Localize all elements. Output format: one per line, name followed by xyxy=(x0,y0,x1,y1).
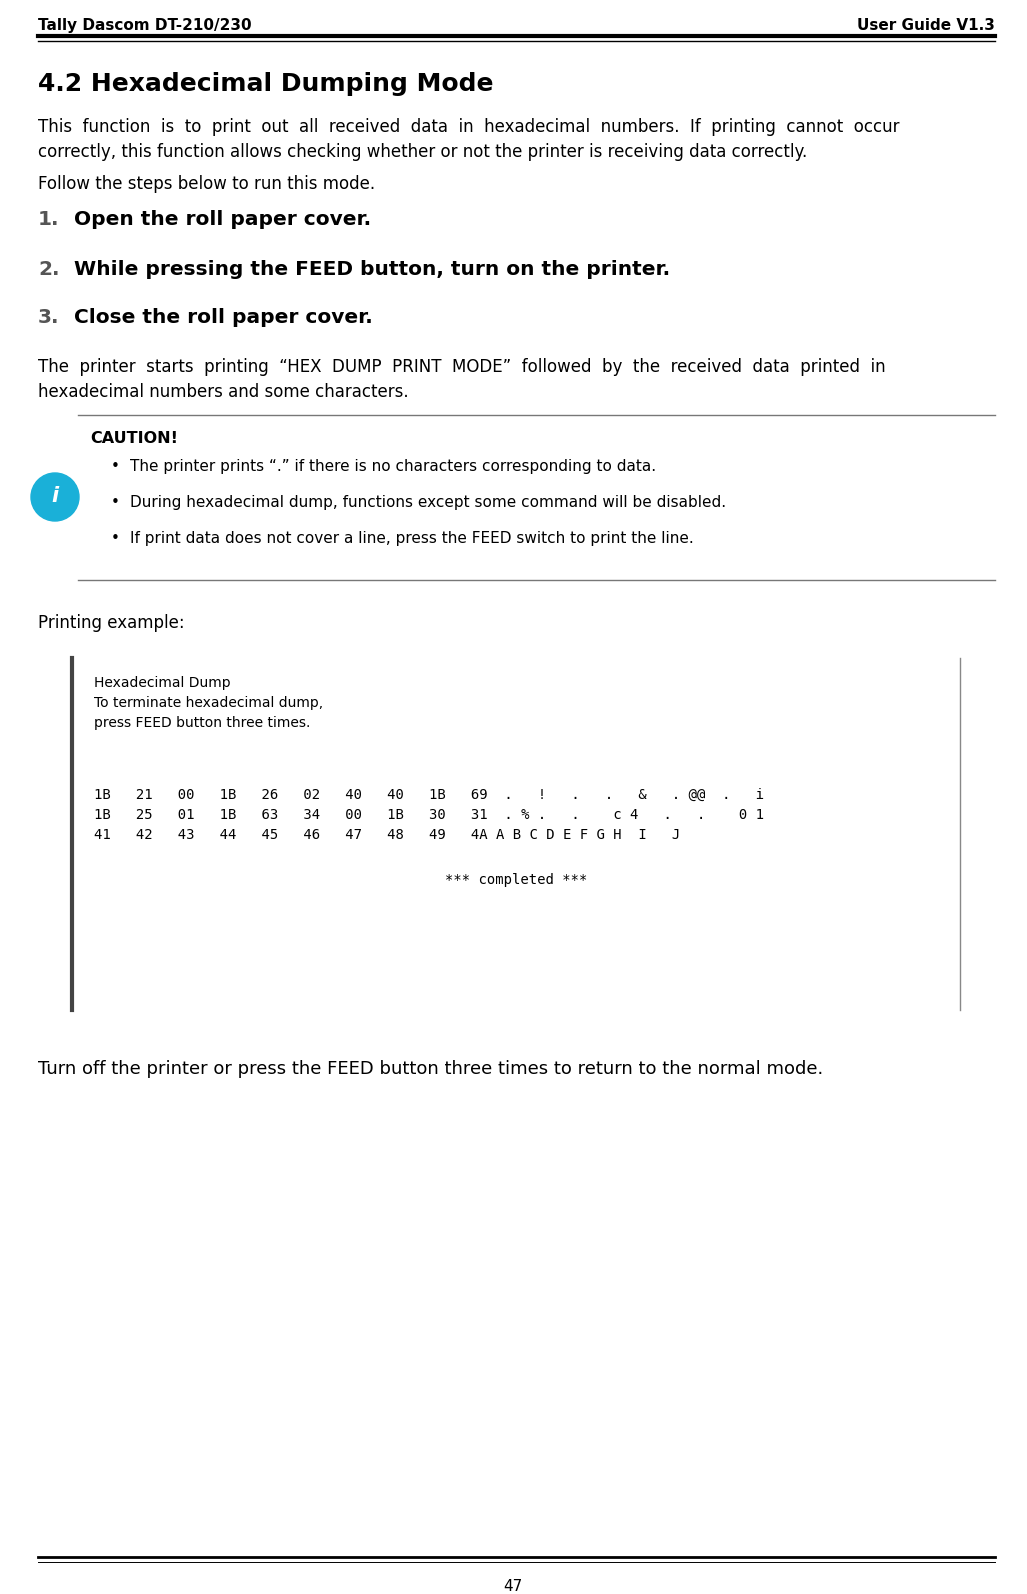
Text: Open the roll paper cover.: Open the roll paper cover. xyxy=(74,210,371,230)
Text: 2.: 2. xyxy=(38,260,60,279)
Text: i: i xyxy=(51,486,59,505)
Text: The  printer  starts  printing  “HEX  DUMP  PRINT  MODE”  followed  by  the  rec: The printer starts printing “HEX DUMP PR… xyxy=(38,359,885,376)
Text: User Guide V1.3: User Guide V1.3 xyxy=(858,18,995,33)
Text: •: • xyxy=(111,496,120,510)
Text: 47: 47 xyxy=(503,1580,523,1594)
Text: Close the roll paper cover.: Close the roll paper cover. xyxy=(74,308,373,327)
Text: Hexadecimal Dump: Hexadecimal Dump xyxy=(94,676,231,690)
Text: This  function  is  to  print  out  all  received  data  in  hexadecimal  number: This function is to print out all receiv… xyxy=(38,118,900,135)
Text: Printing example:: Printing example: xyxy=(38,614,185,631)
Text: hexadecimal numbers and some characters.: hexadecimal numbers and some characters. xyxy=(38,383,409,402)
Text: 1B   21   00   1B   26   02   40   40   1B   69  .   !   .   .   &   . @@  .   i: 1B 21 00 1B 26 02 40 40 1B 69 . ! . . & … xyxy=(94,787,764,802)
Text: •: • xyxy=(111,459,120,473)
Text: 3.: 3. xyxy=(38,308,60,327)
Text: CAUTION!: CAUTION! xyxy=(90,430,178,446)
Text: •: • xyxy=(111,531,120,547)
Text: *** completed ***: *** completed *** xyxy=(445,874,587,886)
Text: Follow the steps below to run this mode.: Follow the steps below to run this mode. xyxy=(38,175,375,193)
Text: If print data does not cover a line, press the FEED switch to print the line.: If print data does not cover a line, pre… xyxy=(130,531,694,547)
Circle shape xyxy=(31,473,79,521)
Text: 41   42   43   44   45   46   47   48   49   4A A B C D E F G H  I   J: 41 42 43 44 45 46 47 48 49 4A A B C D E … xyxy=(94,827,680,842)
Text: To terminate hexadecimal dump,: To terminate hexadecimal dump, xyxy=(94,697,324,709)
Text: 1.: 1. xyxy=(38,210,60,230)
Text: 4.2 Hexadecimal Dumping Mode: 4.2 Hexadecimal Dumping Mode xyxy=(38,72,494,96)
Text: correctly, this function allows checking whether or not the printer is receiving: correctly, this function allows checking… xyxy=(38,143,807,161)
Text: During hexadecimal dump, functions except some command will be disabled.: During hexadecimal dump, functions excep… xyxy=(130,496,726,510)
Text: Tally Dascom DT-210/230: Tally Dascom DT-210/230 xyxy=(38,18,252,33)
Text: 1B   25   01   1B   63   34   00   1B   30   31  . % .   .    c 4   .   .    0 1: 1B 25 01 1B 63 34 00 1B 30 31 . % . . c … xyxy=(94,808,764,823)
Text: While pressing the FEED button, turn on the printer.: While pressing the FEED button, turn on … xyxy=(74,260,671,279)
Text: press FEED button three times.: press FEED button three times. xyxy=(94,716,310,730)
Text: The printer prints “.” if there is no characters corresponding to data.: The printer prints “.” if there is no ch… xyxy=(130,459,656,473)
Text: Turn off the printer or press the FEED button three times to return to the norma: Turn off the printer or press the FEED b… xyxy=(38,1060,824,1078)
